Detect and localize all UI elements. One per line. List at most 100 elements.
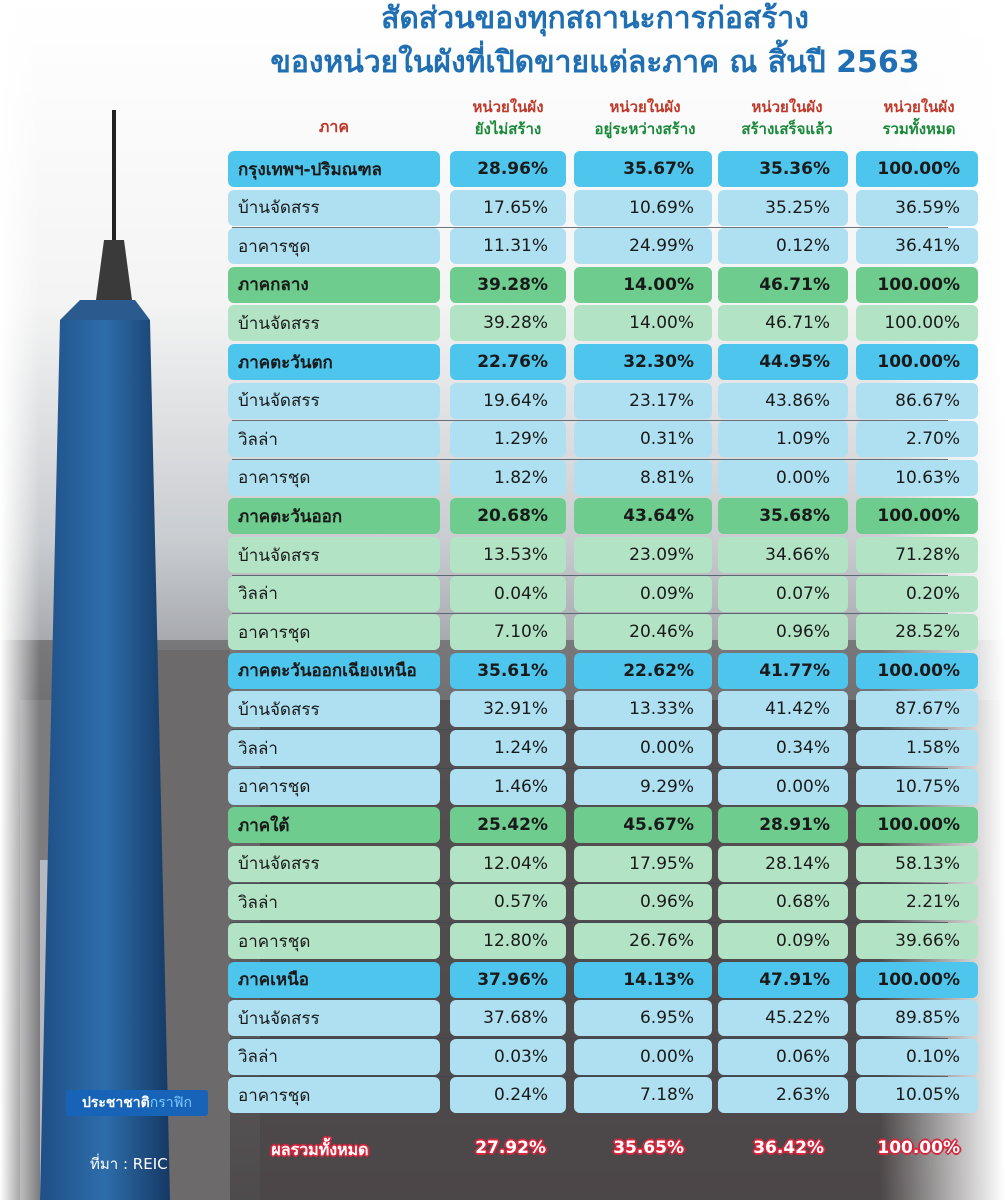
region-value: 35.36% — [718, 151, 848, 187]
property-type-value: 1.58% — [856, 730, 978, 766]
region-name: ภาคกลาง — [228, 266, 440, 303]
row-separator — [232, 729, 948, 730]
column-header-under-construction: หน่วยในผัง อยู่ระหว่างสร้าง — [572, 96, 718, 140]
chart-title-line-1: สัดส่วนของทุกสถานะการก่อสร้าง — [381, 1, 809, 36]
row-separator — [232, 574, 948, 576]
property-type-value: 17.95% — [574, 845, 712, 882]
property-type-value: 2.63% — [718, 1077, 848, 1114]
row-separator — [232, 227, 948, 229]
property-type-value: 71.28% — [856, 537, 978, 573]
property-type-value: 7.18% — [574, 1077, 712, 1114]
property-type-value: 12.04% — [450, 845, 566, 882]
property-type-value: 87.67% — [856, 691, 978, 728]
property-type-label: บ้านจัดสรร — [228, 1000, 440, 1037]
column-header-total: หน่วยในผัง รวมทั้งหมด — [856, 96, 982, 140]
property-type-label: อาคารชุด — [228, 768, 440, 805]
row-separator — [232, 883, 948, 885]
region-name: ภาคตะวันตก — [228, 344, 440, 380]
property-type-value: 1.29% — [450, 421, 566, 458]
row-separator — [232, 767, 948, 769]
region-value: 45.67% — [574, 807, 712, 844]
property-type-value: 41.42% — [718, 691, 848, 728]
property-type-value: 10.69% — [574, 189, 712, 226]
property-type-value: 0.24% — [450, 1077, 566, 1114]
property-type-value: 0.12% — [718, 228, 848, 265]
region-value: 20.68% — [450, 498, 566, 535]
column-header-under-construction-line2: อยู่ระหว่างสร้าง — [594, 120, 696, 138]
property-type-value: 19.64% — [450, 382, 566, 419]
property-type-value: 0.00% — [574, 1038, 712, 1075]
property-type-value: 86.67% — [856, 382, 978, 419]
region-value: 100.00% — [856, 652, 978, 689]
row-separator — [232, 922, 948, 923]
total-value-completed: 36.42% — [753, 1138, 824, 1158]
property-type-value: 11.31% — [450, 228, 566, 265]
property-type-value: 6.95% — [574, 1000, 712, 1037]
property-type-value: 13.33% — [574, 691, 712, 728]
column-header-region: ภาค — [318, 117, 350, 136]
property-type-value: 32.91% — [450, 691, 566, 728]
property-type-value: 37.68% — [450, 1000, 566, 1037]
row-separator — [232, 1037, 948, 1039]
region-value: 100.00% — [856, 961, 978, 998]
region-value: 35.61% — [450, 652, 566, 689]
property-type-value: 8.81% — [574, 459, 712, 496]
property-type-value: 1.09% — [718, 421, 848, 458]
property-type-value: 0.31% — [574, 421, 712, 458]
property-type-value: 1.24% — [450, 730, 566, 766]
brand-logo: ประชาชาติ กราฟิก — [66, 1090, 208, 1116]
region-value: 100.00% — [856, 266, 978, 303]
property-type-label: บ้านจัดสรร — [228, 382, 440, 419]
total-value-not-built: 27.92% — [475, 1138, 546, 1158]
property-type-label: บ้านจัดสรร — [228, 845, 440, 882]
property-type-label: อาคารชุด — [228, 228, 440, 265]
property-type-value: 24.99% — [574, 228, 712, 265]
property-type-label: วิลล่า — [228, 575, 440, 612]
property-type-value: 36.59% — [856, 189, 978, 226]
property-type-value: 17.65% — [450, 189, 566, 226]
property-type-value: 58.13% — [856, 845, 978, 882]
property-type-value: 0.68% — [718, 884, 848, 921]
property-type-value: 1.82% — [450, 459, 566, 496]
property-type-label: อาคารชุด — [228, 614, 440, 651]
property-type-value: 46.71% — [718, 305, 848, 342]
property-type-value: 100.00% — [856, 305, 978, 342]
property-type-value: 0.96% — [718, 614, 848, 651]
column-header-completed-line2: สร้างเสร็จแล้ว — [741, 120, 833, 138]
property-type-value: 20.46% — [574, 614, 712, 651]
row-separator — [232, 420, 948, 422]
row-separator — [232, 613, 948, 615]
property-type-label: อาคารชุด — [228, 459, 440, 496]
region-value: 100.00% — [856, 807, 978, 844]
property-type-value: 39.28% — [450, 305, 566, 342]
region-value: 35.68% — [718, 498, 848, 535]
property-type-label: บ้านจัดสรร — [228, 305, 440, 342]
property-type-value: 0.57% — [450, 884, 566, 921]
chart-title-line-2: ของหน่วยในผังที่เปิดขายแต่ละภาค ณ สิ้นปี… — [270, 45, 920, 80]
region-value: 100.00% — [856, 344, 978, 380]
property-type-value: 2.21% — [856, 884, 978, 921]
region-name: ภาคตะวันออก — [228, 498, 440, 535]
property-type-value: 0.09% — [574, 575, 712, 612]
property-type-value: 0.06% — [718, 1038, 848, 1075]
property-type-value: 34.66% — [718, 537, 848, 573]
brand-name: ประชาชาติ — [82, 1095, 150, 1111]
row-separator — [232, 1076, 948, 1078]
property-type-value: 0.20% — [856, 575, 978, 612]
property-type-value: 39.66% — [856, 923, 978, 959]
total-value-total: 100.00% — [877, 1138, 960, 1158]
region-name: ภาคเหนือ — [228, 961, 440, 998]
region-value: 100.00% — [856, 151, 978, 187]
region-value: 43.64% — [574, 498, 712, 535]
region-value: 44.95% — [718, 344, 848, 380]
property-type-value: 10.75% — [856, 768, 978, 805]
property-type-value: 0.96% — [574, 884, 712, 921]
region-value: 100.00% — [856, 498, 978, 535]
property-type-label: อาคารชุด — [228, 923, 440, 959]
row-separator — [232, 458, 948, 460]
region-value: 41.77% — [718, 652, 848, 689]
column-header-total-line2: รวมทั้งหมด — [882, 120, 956, 138]
region-value: 22.62% — [574, 652, 712, 689]
property-type-value: 0.10% — [856, 1038, 978, 1075]
property-type-value: 0.09% — [718, 923, 848, 959]
